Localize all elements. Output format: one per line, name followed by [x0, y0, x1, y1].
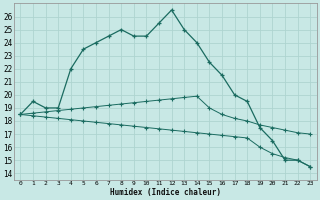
X-axis label: Humidex (Indice chaleur): Humidex (Indice chaleur) [110, 188, 221, 197]
